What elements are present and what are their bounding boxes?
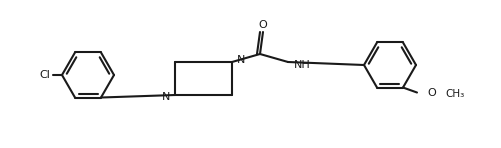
Text: CH₃: CH₃	[444, 89, 463, 99]
Text: NH: NH	[294, 60, 310, 70]
Text: N: N	[236, 55, 245, 65]
Text: Cl: Cl	[40, 70, 50, 80]
Text: O: O	[427, 87, 435, 98]
Text: O: O	[258, 20, 267, 30]
Text: N: N	[161, 92, 170, 102]
